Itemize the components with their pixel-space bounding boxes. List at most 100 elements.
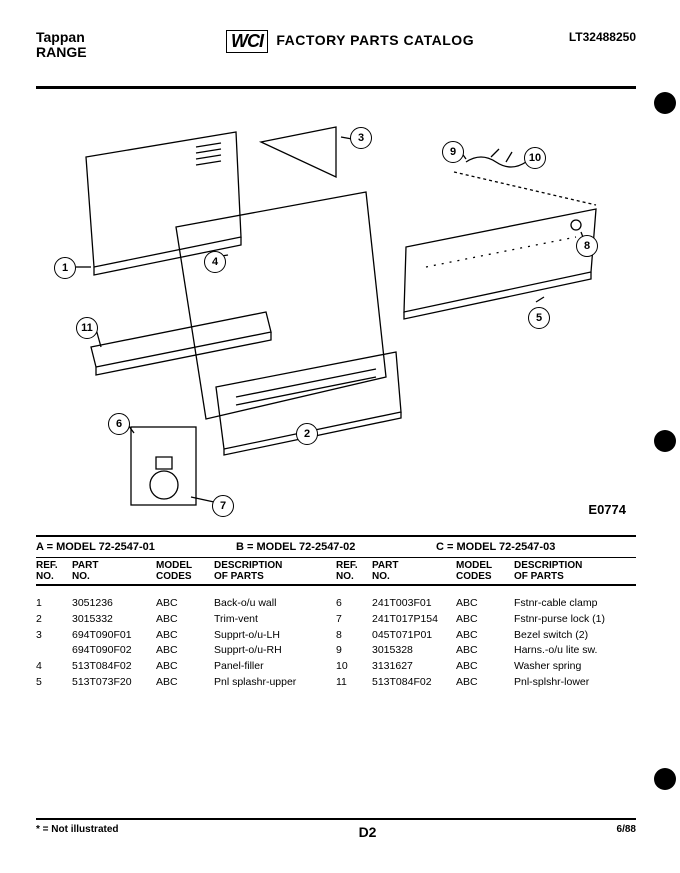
header: Tappan RANGE WCI FACTORY PARTS CATALOG L… [36,30,636,80]
table-row: 103131627ABCWasher spring [336,659,636,675]
cell-ref: 6 [336,596,372,612]
cell-ref: 4 [36,659,72,675]
cell-part: 241T003F01 [372,596,456,612]
col-model: MODEL CODES [456,560,514,582]
table-row: 93015328ABCHarns.-o/u lite sw. [336,643,636,659]
cell-part: 694T090F01 [72,628,156,644]
cell-ref: 8 [336,628,372,644]
callout-9: 9 [442,141,464,163]
cell-part: 3015328 [372,643,456,659]
cell-ref [36,643,72,659]
table-row: 4513T084F02ABCPanel-filler [36,659,336,675]
cell-desc: Fstnr-cable clamp [514,596,636,612]
wci-logo: WCI [226,30,268,53]
cell-part: 045T071P01 [372,628,456,644]
cell-desc: Pnl-splshr-lower [514,675,636,691]
col-model: MODEL CODES [156,560,214,582]
cell-model: ABC [456,643,514,659]
model-codes-row: A = MODEL 72-2547-01 B = MODEL 72-2547-0… [36,535,636,558]
cell-ref: 9 [336,643,372,659]
table-row: 13051236ABCBack-o/u wall [36,596,336,612]
cell-desc: Washer spring [514,659,636,675]
cell-model: ABC [156,643,214,659]
callout-7: 7 [212,495,234,517]
table-row: 23015332ABCTrim-vent [36,612,336,628]
cell-part: 694T090F02 [72,643,156,659]
cell-desc: Pnl splashr-upper [214,675,336,691]
model-a: A = MODEL 72-2547-01 [36,541,236,553]
punch-hole [654,430,676,452]
exploded-diagram: 1 2 3 4 5 6 7 8 9 10 11 E0774 [36,97,636,527]
cell-desc: Trim-vent [214,612,336,628]
catalog-label: FACTORY PARTS CATALOG [276,32,474,48]
cell-ref: 10 [336,659,372,675]
cell-model: ABC [456,628,514,644]
callout-5: 5 [528,307,550,329]
cell-model: ABC [156,596,214,612]
cell-part: 3051236 [72,596,156,612]
table-header-left: REF. NO. PART NO. MODEL CODES DESCRIPTIO… [36,558,336,586]
col-desc: DESCRIPTION OF PARTS [214,560,336,582]
header-rule [36,86,636,89]
col-part: PART NO. [372,560,456,582]
cell-ref: 7 [336,612,372,628]
cell-desc: Supprt-o/u-LH [214,628,336,644]
cell-desc: Back-o/u wall [214,596,336,612]
page: Tappan RANGE WCI FACTORY PARTS CATALOG L… [36,30,636,840]
cell-desc: Supprt-o/u-RH [214,643,336,659]
callout-10: 10 [524,147,546,169]
table-header-right: REF. NO. PART NO. MODEL CODES DESCRIPTIO… [336,558,636,586]
cell-desc: Panel-filler [214,659,336,675]
page-number: D2 [359,824,377,840]
cell-part: 3131627 [372,659,456,675]
table-row: 11513T084F02ABCPnl-splshr-lower [336,675,636,691]
table-body-right: 6241T003F01ABCFstnr-cable clamp7241T017P… [336,586,636,691]
cell-desc: Bezel switch (2) [514,628,636,644]
cell-model: ABC [456,612,514,628]
cell-part: 513T084F02 [372,675,456,691]
model-c: C = MODEL 72-2547-03 [436,541,636,553]
col-desc: DESCRIPTION OF PARTS [514,560,636,582]
print-date: 6/88 [617,824,636,840]
table-row: 8045T071P01ABCBezel switch (2) [336,628,636,644]
footer: * = Not illustrated D2 6/88 [36,818,636,840]
col-ref: REF. NO. [36,560,72,582]
callout-4: 4 [204,251,226,273]
callout-2: 2 [296,423,318,445]
cell-desc: Harns.-o/u lite sw. [514,643,636,659]
col-part: PART NO. [72,560,156,582]
cell-ref: 5 [36,675,72,691]
punch-hole [654,92,676,114]
cell-model: ABC [456,659,514,675]
table-row: 694T090F02ABCSupprt-o/u-RH [36,643,336,659]
cell-ref: 3 [36,628,72,644]
cell-ref: 11 [336,675,372,691]
diagram-id: E0774 [588,502,626,517]
cell-ref: 1 [36,596,72,612]
callout-6: 6 [108,413,130,435]
parts-table: REF. NO. PART NO. MODEL CODES DESCRIPTIO… [36,558,636,691]
punch-hole [654,768,676,790]
table-row: 5513T073F20ABCPnl splashr-upper [36,675,336,691]
cell-model: ABC [456,596,514,612]
cell-model: ABC [156,659,214,675]
cell-model: ABC [156,628,214,644]
cell-model: ABC [156,675,214,691]
cell-part: 3015332 [72,612,156,628]
doc-number: LT32488250 [569,30,636,44]
callout-11: 11 [76,317,98,339]
cell-desc: Fstnr-purse lock (1) [514,612,636,628]
callout-3: 3 [350,127,372,149]
table-right: REF. NO. PART NO. MODEL CODES DESCRIPTIO… [336,558,636,691]
cell-model: ABC [456,675,514,691]
cell-part: 513T073F20 [72,675,156,691]
footnote: * = Not illustrated [36,824,119,840]
callout-1: 1 [54,257,76,279]
col-ref: REF. NO. [336,560,372,582]
cell-part: 241T017P154 [372,612,456,628]
table-row: 6241T003F01ABCFstnr-cable clamp [336,596,636,612]
table-row: 3694T090F01ABCSupprt-o/u-LH [36,628,336,644]
cell-model: ABC [156,612,214,628]
table-body-left: 13051236ABCBack-o/u wall23015332ABCTrim-… [36,586,336,691]
catalog-title: WCI FACTORY PARTS CATALOG [226,30,474,53]
